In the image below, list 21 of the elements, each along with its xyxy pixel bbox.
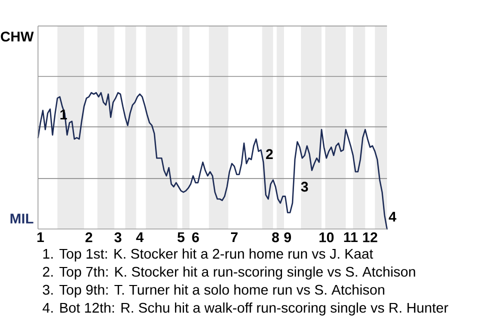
text: 1. Top 1st: K. Stocker hit a 2-run home run vs J. Kaat (43, 248, 374, 262)
annotation: 2 (266, 149, 273, 159)
text: 2. Top 7th: K. Stocker hit a run-scoring single vs S. Atchison (42, 266, 416, 280)
x-tick-label: 9 (284, 232, 291, 242)
annotation: 3 (301, 182, 308, 192)
text: 4. Bot 12th: R. Schu hit a walk-off run-scoring single vs R. Hunter (42, 302, 448, 316)
x-tick-label: 2 (85, 232, 92, 242)
text: CHW (0, 32, 34, 42)
x-tick-label: 10 (320, 232, 334, 242)
x-tick-label: 7 (231, 232, 238, 242)
x-tick-label: 6 (192, 232, 199, 242)
x-tick-label: 12 (363, 232, 378, 242)
text: 3. Top 9th: T. Turner hit a solo home run vs S. Atchison (42, 284, 384, 298)
x-tick-label: 11 (344, 232, 358, 242)
x-tick-label: 4 (136, 232, 144, 242)
text: MIL (10, 214, 34, 224)
x-tick-label: 1 (37, 232, 44, 242)
x-tick-label: 8 (272, 232, 279, 242)
text: 4 (388, 212, 396, 222)
x-tick-label: 3 (114, 232, 122, 242)
x-tick-label: 5 (178, 232, 184, 242)
